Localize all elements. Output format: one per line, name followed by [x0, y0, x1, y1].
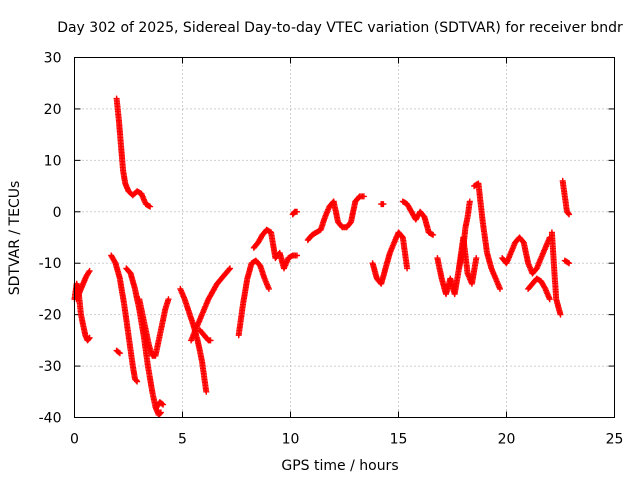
data-point-marker [430, 231, 437, 238]
data-point-marker [159, 400, 165, 407]
data-point-marker [265, 285, 272, 292]
series-track-3 [113, 95, 154, 210]
x-tick-label: 0 [70, 432, 79, 448]
series-track-10 [188, 265, 233, 344]
data-point-marker [203, 388, 210, 395]
x-axis-label: GPS time / hours [281, 458, 398, 474]
axis-ticks [74, 57, 615, 418]
data-point-marker [546, 296, 553, 303]
data-point-marker [147, 203, 154, 210]
x-tick-label: 15 [390, 432, 408, 448]
data-point-marker [466, 198, 473, 205]
series-track-18 [399, 198, 437, 238]
y-tick-label: -40 [39, 411, 62, 427]
x-tick-label: 20 [498, 432, 516, 448]
data-point-marker [134, 378, 141, 385]
series-track-25 [559, 177, 573, 218]
data-point-marker [133, 377, 140, 384]
data-point-marker [115, 349, 122, 356]
y-tick-label: 30 [44, 51, 62, 67]
series-track-14 [289, 208, 300, 218]
x-tick-label: 5 [178, 432, 187, 448]
y-tick-label: 20 [44, 102, 62, 118]
y-tick-label: -20 [39, 308, 62, 324]
data-point-marker [360, 193, 367, 200]
grid-lines [74, 57, 615, 418]
chart-title: Day 302 of 2025, Sidereal Day-to-day VTE… [57, 20, 623, 36]
x-tick-label: 25 [606, 432, 624, 448]
y-tick-label: 10 [44, 153, 62, 169]
series-track-17 [369, 229, 411, 287]
series-track-6 [123, 265, 164, 418]
x-tick-label: 10 [282, 432, 300, 448]
data-point-marker [86, 267, 93, 274]
data-point-marker [165, 296, 172, 303]
plot-frame [74, 57, 615, 418]
data-point-marker [116, 350, 123, 357]
series-track-5 [113, 347, 123, 357]
data-point-marker [566, 260, 573, 267]
data-point-marker [497, 285, 503, 292]
series-track-24 [548, 229, 564, 318]
series-track-22 [499, 234, 553, 277]
data-point-marker [86, 334, 93, 341]
series-track-21 [471, 180, 503, 292]
y-tick-label: -10 [39, 256, 62, 272]
series-track-26 [561, 257, 573, 267]
series-track-11 [196, 327, 214, 344]
series-track-16 [378, 201, 387, 208]
series-track-12 [235, 257, 272, 339]
y-tick-labels: -40 -30 -20 -10 0 10 20 30 [39, 51, 62, 427]
data-point-marker [473, 255, 480, 262]
data-point-marker [294, 208, 300, 215]
data-point-marker [160, 401, 167, 408]
series-track-4 [108, 252, 141, 385]
data-point-marker [404, 265, 411, 272]
data-point-marker [227, 265, 233, 272]
series-track-13 [250, 226, 300, 272]
data-point-marker [226, 266, 233, 273]
series-track-8 [153, 399, 167, 411]
series-track-2 [73, 267, 93, 303]
data-point-marker [557, 311, 564, 318]
data-point-marker [207, 337, 214, 344]
data-points [71, 95, 573, 418]
series-track-20 [456, 198, 473, 272]
series-track-23 [525, 275, 553, 303]
data-point-marker [566, 211, 573, 218]
data-point-marker [157, 409, 164, 416]
data-point-marker [380, 201, 387, 208]
y-tick-label: -30 [39, 359, 62, 375]
x-tick-labels: 0 5 10 15 20 25 [70, 432, 623, 448]
series-track-7 [136, 296, 172, 359]
data-point-marker [294, 252, 300, 259]
series-track-15 [304, 193, 367, 244]
y-tick-label: 0 [53, 205, 62, 221]
y-axis-label: SDTVAR / TECUs [7, 181, 23, 296]
